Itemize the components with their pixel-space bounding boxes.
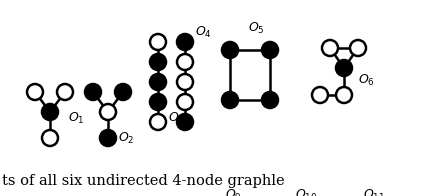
Text: $O_{9}$: $O_{9}$ [225,187,242,196]
Text: $O_{5}$: $O_{5}$ [248,20,265,35]
Text: $O_{2}$: $O_{2}$ [118,131,135,146]
Text: $O_{6}$: $O_{6}$ [358,73,375,88]
Text: $O_{1}$: $O_{1}$ [68,111,84,126]
Text: $O_{{10}}$: $O_{{10}}$ [295,187,317,196]
Circle shape [42,104,58,120]
Circle shape [150,74,166,90]
Circle shape [42,130,58,146]
Circle shape [350,40,366,56]
Text: $O_{4}$: $O_{4}$ [195,24,212,40]
Circle shape [177,34,193,50]
Circle shape [57,84,73,100]
Circle shape [150,114,166,130]
Circle shape [100,104,116,120]
Text: $O_{3}$: $O_{3}$ [168,111,185,126]
Circle shape [177,114,193,130]
Circle shape [115,84,131,100]
Circle shape [177,54,193,70]
Circle shape [262,92,278,108]
Circle shape [336,60,352,76]
Circle shape [322,40,338,56]
Circle shape [150,54,166,70]
Circle shape [262,42,278,58]
Circle shape [27,84,43,100]
Circle shape [177,94,193,110]
Circle shape [150,94,166,110]
Circle shape [150,34,166,50]
Circle shape [312,87,328,103]
Circle shape [336,87,352,103]
Circle shape [85,84,101,100]
Text: $O_{{11}}$: $O_{{11}}$ [363,187,385,196]
Circle shape [100,130,116,146]
Text: ts of all six undirected 4-node graphle: ts of all six undirected 4-node graphle [2,174,285,188]
Circle shape [177,74,193,90]
Circle shape [222,42,238,58]
Circle shape [222,92,238,108]
